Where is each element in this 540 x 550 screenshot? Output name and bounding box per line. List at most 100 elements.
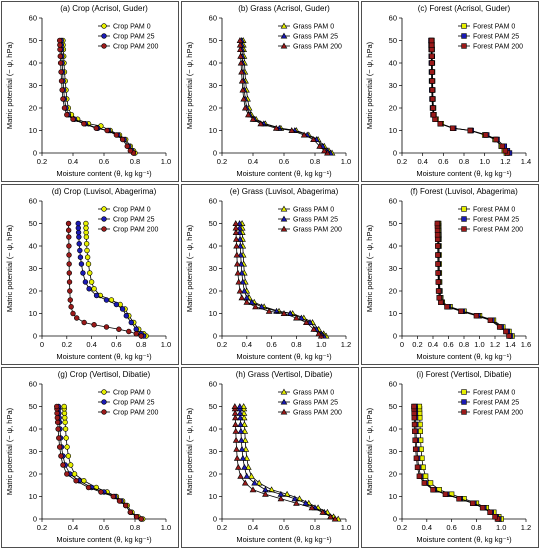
x-tick-label: 0.6	[99, 523, 109, 532]
legend-label: Grass PAM 0	[293, 24, 334, 31]
data-point	[58, 78, 65, 84]
data-point	[61, 403, 67, 410]
data-point	[241, 436, 249, 443]
legend-marker	[280, 42, 288, 49]
data-point	[240, 414, 248, 421]
y-tick-label: 60	[209, 197, 217, 206]
legend-label: Forest PAM 25	[473, 34, 519, 41]
series-group	[231, 403, 339, 522]
data-point	[86, 286, 92, 292]
data-point	[240, 403, 248, 410]
series-group	[54, 403, 144, 522]
legend-label: Grass PAM 25	[293, 400, 338, 407]
data-point	[265, 307, 273, 314]
data-point	[80, 270, 86, 276]
legend: Grass PAM 0 Grass PAM 25 Grass PAM 200	[278, 388, 342, 417]
data-point	[430, 112, 437, 118]
data-point	[237, 59, 245, 66]
series-group	[232, 220, 325, 339]
series-group	[56, 37, 137, 156]
legend-marker	[461, 43, 467, 49]
data-point	[67, 297, 73, 303]
data-point	[234, 463, 242, 470]
data-point	[93, 292, 100, 299]
data-point	[300, 131, 308, 138]
data-point	[232, 414, 239, 421]
data-point	[64, 112, 70, 118]
data-point	[302, 499, 310, 506]
data-point	[67, 288, 73, 294]
data-point	[126, 328, 132, 335]
y-tick-label: 30	[389, 81, 397, 90]
data-point	[237, 260, 245, 267]
y-tick-label: 10	[29, 309, 37, 318]
x-tick-label: 1.0	[341, 523, 351, 532]
series-group	[411, 403, 501, 522]
y-tick-label: 0	[213, 332, 217, 341]
data-point	[241, 427, 249, 434]
data-point	[236, 220, 243, 227]
x-tick-label: 0.6	[443, 340, 453, 349]
data-point	[237, 427, 245, 434]
data-point	[428, 42, 435, 48]
data-point	[77, 247, 83, 254]
data-point	[65, 220, 72, 227]
legend-marker	[280, 225, 288, 232]
data-point	[66, 270, 72, 276]
legend: Forest PAM 0 Forest PAM 25 Forest PAM 200	[458, 389, 523, 417]
legend-label: Crop PAM 25	[113, 217, 155, 224]
x-tick-label: 1.0	[479, 157, 489, 166]
x-tick-label: 1.6	[521, 340, 531, 349]
y-tick-label: 30	[389, 264, 397, 273]
data-point	[83, 220, 89, 227]
data-point	[438, 299, 444, 305]
data-point	[434, 236, 441, 242]
data-point	[57, 42, 63, 48]
data-point	[315, 330, 323, 337]
legend-label: Crop PAM 0	[113, 390, 151, 397]
y-tick-label: 10	[209, 309, 217, 318]
data-point	[57, 60, 64, 66]
y-tick-label: 20	[209, 104, 217, 113]
data-point	[238, 445, 246, 452]
data-point	[57, 46, 63, 53]
data-point	[54, 403, 60, 410]
data-point	[255, 479, 263, 486]
data-point	[81, 319, 87, 326]
data-point	[237, 472, 244, 479]
legend-marker	[461, 226, 467, 232]
legend-label: Forest PAM 200	[473, 227, 523, 234]
y-tick-label: 20	[29, 287, 37, 296]
y-axis-label: Matric potential (− ψ, hPa)	[365, 41, 374, 129]
data-point	[245, 111, 252, 118]
data-point	[62, 415, 68, 421]
x-tick-label: 0.8	[130, 157, 140, 166]
data-point	[62, 426, 69, 432]
series-group	[236, 220, 327, 339]
legend-label: Crop PAM 0	[113, 24, 151, 31]
chart-title: (i) Forest (Vertisol, Dibatie)	[416, 370, 511, 379]
y-tick-label: 10	[29, 492, 37, 501]
x-tick-label: 1.2	[500, 157, 510, 166]
data-point	[93, 125, 99, 131]
panel-border	[1, 1, 179, 182]
data-point	[127, 509, 134, 515]
y-tick-label: 0	[213, 515, 217, 524]
legend: Grass PAM 0 Grass PAM 25 Grass PAM 200	[278, 205, 342, 234]
data-point	[83, 234, 90, 240]
x-tick-label: 0.2	[217, 523, 227, 532]
x-tick-label: 0.2	[217, 340, 227, 349]
y-tick-label: 40	[389, 425, 397, 434]
y-tick-label: 20	[209, 287, 217, 296]
data-point	[78, 261, 85, 267]
x-axis-label: Moisture content (θ, kg kg⁻¹)	[56, 352, 152, 361]
data-point	[506, 333, 512, 339]
data-point	[237, 421, 244, 428]
legend: Grass PAM 0 Grass PAM 25 Grass PAM 200	[278, 22, 342, 51]
legend-marker	[280, 215, 288, 222]
x-tick-label: 0.2	[37, 157, 47, 166]
data-point	[236, 235, 244, 242]
data-point	[434, 220, 441, 227]
data-point	[236, 224, 244, 231]
